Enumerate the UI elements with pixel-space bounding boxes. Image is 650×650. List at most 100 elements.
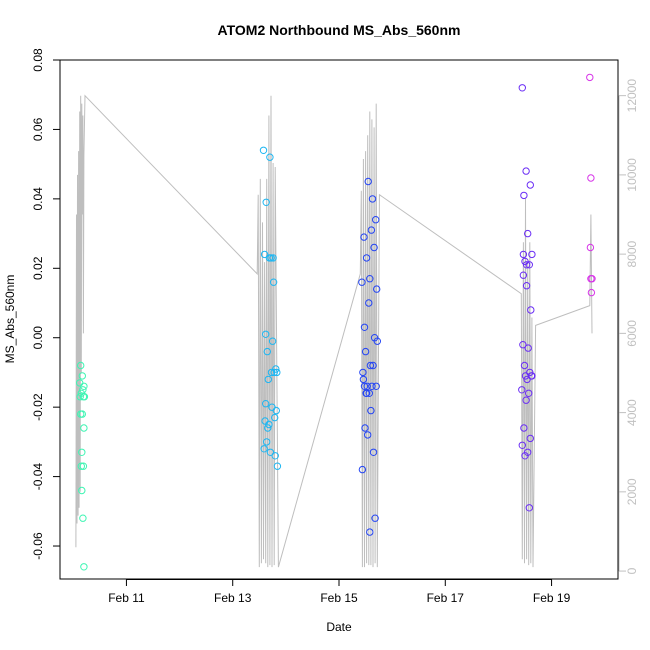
data-point <box>362 389 371 397</box>
y2-tick-label: 8000 <box>625 240 639 267</box>
data-point <box>524 344 532 352</box>
y2-tick-label: 0 <box>625 567 639 574</box>
data-point <box>519 341 527 349</box>
data-point <box>360 233 368 241</box>
data-point <box>372 382 380 390</box>
data-point <box>267 254 275 262</box>
data-point <box>373 337 381 345</box>
y2-tick-label: 4000 <box>625 399 639 426</box>
x-tick-label: Feb 13 <box>214 591 252 605</box>
y-tick-label: 0.02 <box>31 256 45 280</box>
data-point <box>587 174 595 182</box>
data-point <box>363 382 371 390</box>
data-point <box>364 431 372 439</box>
data-point <box>522 261 531 269</box>
data-point <box>361 424 369 432</box>
data-point <box>263 438 271 446</box>
data-point <box>264 424 272 432</box>
data-point <box>368 382 376 390</box>
data-point <box>266 153 274 161</box>
data-point <box>522 167 530 175</box>
data-point <box>263 347 271 356</box>
data-point <box>362 254 371 262</box>
data-point <box>266 448 275 456</box>
data-point <box>80 424 88 432</box>
data-point <box>522 282 531 290</box>
data-point <box>359 375 368 384</box>
data-point <box>520 424 528 432</box>
data-point <box>273 462 282 470</box>
data-point <box>518 386 526 394</box>
data-point <box>360 323 369 331</box>
point-series <box>76 73 596 571</box>
data-point <box>79 386 87 394</box>
y-tick-label: 0.08 <box>31 48 45 72</box>
data-point <box>587 288 596 297</box>
data-point <box>525 504 533 512</box>
data-point <box>522 396 530 404</box>
data-point <box>366 275 374 283</box>
y-tick-label: -0.04 <box>31 463 45 491</box>
y-axis-right: 0 2000 4000 6000 8000 10000 12000 <box>618 79 639 574</box>
data-point <box>264 375 272 384</box>
data-point <box>271 413 279 422</box>
y-axis-left: -0.06 -0.04 -0.02 0.00 0.02 0.04 0.06 0.08 <box>31 48 61 560</box>
data-point <box>79 514 87 522</box>
x-tick-label: Feb 11 <box>108 591 145 605</box>
x-tick-label: Feb 17 <box>427 591 465 605</box>
data-point <box>369 448 378 456</box>
y-tick-label: 0.00 <box>31 326 45 350</box>
y2-tick-label: 2000 <box>625 478 639 505</box>
data-point <box>358 465 367 474</box>
data-point <box>366 528 374 536</box>
data-point <box>269 278 278 286</box>
data-point <box>80 382 88 390</box>
data-point <box>79 462 88 470</box>
data-point <box>365 299 373 307</box>
data-point <box>359 368 367 377</box>
data-point <box>526 181 534 189</box>
data-point <box>518 441 526 449</box>
data-point <box>269 254 277 262</box>
data-point <box>260 250 269 259</box>
y2-tick-label: 12000 <box>625 79 639 113</box>
y2-tick-label: 10000 <box>625 158 639 192</box>
data-point <box>270 368 278 377</box>
data-point <box>77 462 86 470</box>
data-point <box>525 389 533 397</box>
data-point <box>367 406 375 415</box>
data-point <box>586 73 594 82</box>
x-tick-label: Feb 15 <box>320 591 358 605</box>
data-point <box>262 330 270 338</box>
y-tick-label: -0.02 <box>31 393 45 421</box>
data-point <box>358 278 366 286</box>
data-point <box>271 452 279 460</box>
y-tick-label: 0.06 <box>31 117 45 141</box>
data-point <box>80 393 89 401</box>
data-point <box>80 563 88 571</box>
data-point <box>368 195 377 203</box>
data-point <box>78 372 87 380</box>
data-point <box>268 337 277 345</box>
data-point <box>525 261 533 269</box>
plot-frame <box>59 59 619 580</box>
data-point <box>77 361 85 370</box>
data-point <box>528 372 536 380</box>
data-point <box>262 198 270 207</box>
x-axis: Feb 11 Feb 13 Feb 15 Feb 17 Feb 19 <box>108 579 571 605</box>
data-point <box>361 347 370 356</box>
data-point <box>519 271 528 279</box>
data-point <box>76 393 84 401</box>
data-point <box>78 448 86 456</box>
data-point <box>524 229 532 238</box>
data-point <box>267 368 276 377</box>
data-point <box>520 191 528 200</box>
data-point <box>262 400 270 408</box>
data-point <box>366 361 375 370</box>
chart-title: ATOM2 Northbound MS_Abs_560nm <box>218 22 461 38</box>
data-point <box>369 361 377 370</box>
data-point <box>526 434 534 443</box>
background-line <box>75 94 593 568</box>
data-point <box>518 84 526 92</box>
